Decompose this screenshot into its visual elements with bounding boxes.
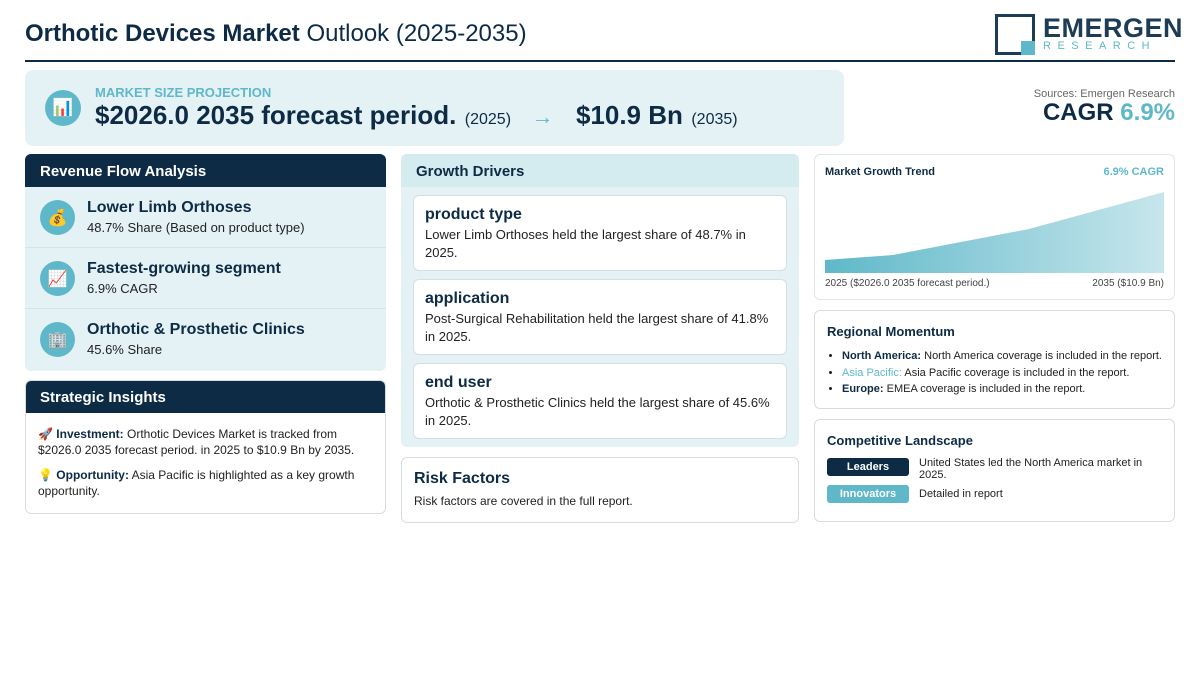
region-text: Asia Pacific coverage is included in the… [904, 366, 1130, 379]
revenue-item: 🏢 Orthotic & Prosthetic Clinics 45.6% Sh… [25, 309, 386, 370]
end-year: (2035) [691, 111, 738, 128]
competitive-text: Detailed in report [919, 488, 1003, 500]
region-name: Asia Pacific: [842, 366, 902, 379]
driver-text: Post-Surgical Rehabilitation held the la… [425, 311, 769, 344]
revenue-item-subtitle: 45.6% Share [87, 342, 163, 357]
driver-text: Orthotic & Prosthetic Clinics held the l… [425, 395, 770, 428]
revenue-flow-panel: Revenue Flow Analysis 💰 Lower Limb Ortho… [25, 154, 386, 371]
driver-card: product type Lower Limb Orthoses held th… [413, 195, 787, 271]
competitive-text: United States led the North America mark… [919, 457, 1143, 481]
emergen-logo[interactable]: EMERGEN RESEARCH [995, 13, 1183, 56]
cagr-summary: CAGR 6.9% [1043, 99, 1175, 127]
list-item: North America: North America coverage is… [842, 348, 1162, 365]
driver-title: product type [425, 206, 522, 223]
driver-card: application Post-Surgical Rehabilitation… [413, 279, 787, 355]
rocket-icon: 🚀 [38, 427, 53, 441]
cagr-label: CAGR [1042, 99, 1114, 126]
list-item: Asia Pacific: Asia Pacific coverage is i… [842, 365, 1162, 382]
driver-title: end user [425, 374, 492, 391]
start-value: $2026.0 2035 forecast period. [95, 100, 457, 130]
title-light: Outlook (2025-2035) [306, 20, 527, 47]
opportunity-label: Opportunity: [56, 468, 129, 482]
driver-text: Lower Limb Orthoses held the largest sha… [425, 227, 746, 260]
money-bag-icon: 💰 [40, 200, 75, 235]
strategic-insights-panel: Strategic Insights 🚀 Investment: Orthoti… [25, 380, 386, 514]
logo-word: EMERGEN [1043, 13, 1184, 43]
investment-label: Investment: [56, 427, 124, 441]
risk-title: Risk Factors [414, 470, 511, 487]
projection-values: $2026.0 2035 forecast period. (2025) → $… [95, 100, 738, 131]
chart-up-icon: 📈 [40, 261, 75, 296]
growth-trend-panel: Market Growth Trend 6.9% CAGR 2025 ($202… [814, 154, 1175, 300]
projection-label: MARKET SIZE PROJECTION [95, 85, 272, 100]
growth-area [825, 192, 1164, 273]
driver-card: end user Orthotic & Prosthetic Clinics h… [413, 363, 787, 439]
lightbulb-icon: 💡 [38, 468, 53, 482]
start-year: (2025) [464, 111, 512, 128]
trend-cagr: 6.9% CAGR [1103, 166, 1164, 178]
regional-title: Regional Momentum [827, 324, 955, 339]
revenue-item-title: Orthotic & Prosthetic Clinics [87, 321, 305, 338]
region-text: North America coverage is included in th… [924, 350, 1162, 362]
region-name: Europe: [842, 383, 884, 395]
trend-start-label: 2025 ($2026.0 2035 forecast period.) [825, 278, 990, 289]
building-icon: 🏢 [40, 322, 75, 357]
regional-momentum-panel: Regional Momentum North America: North A… [814, 310, 1175, 409]
revenue-item-title: Lower Limb Orthoses [87, 199, 252, 216]
region-text: EMEA coverage is included in the report. [886, 383, 1086, 395]
trend-end-label: 2035 ($10.9 Bn) [1092, 278, 1164, 289]
revenue-item: 📈 Fastest-growing segment 6.9% CAGR [25, 248, 386, 309]
growth-area-chart [825, 192, 1164, 273]
competitive-title: Competitive Landscape [827, 433, 973, 448]
page-title: Orthotic Devices Market Outlook (2025-20… [25, 20, 527, 48]
revenue-item-title: Fastest-growing segment [87, 260, 281, 277]
revenue-item-subtitle: 6.9% CAGR [87, 281, 158, 296]
leaders-badge: Leaders [827, 458, 909, 476]
list-item: Europe: EMEA coverage is included in the… [842, 381, 1162, 398]
sources-note: Sources: Emergen Research [1033, 88, 1175, 100]
risk-factors-panel: Risk Factors Risk factors are covered in… [401, 457, 799, 523]
region-name: North America: [842, 350, 922, 362]
logo-mark-icon [995, 14, 1035, 55]
revenue-item-subtitle: 48.7% Share (Based on product type) [87, 220, 305, 235]
title-bold: Orthotic Devices Market [25, 20, 300, 47]
strategic-insights-title: Strategic Insights [26, 381, 385, 413]
risk-text: Risk factors are covered in the full rep… [414, 494, 633, 508]
investment-text: Orthotic Devices Market is tracked from … [38, 427, 355, 457]
investment-insight: 🚀 Investment: Orthotic Devices Market is… [26, 426, 385, 458]
growth-drivers-title: Growth Drivers [401, 154, 799, 187]
revenue-item: 💰 Lower Limb Orthoses 48.7% Share (Based… [25, 187, 386, 248]
innovators-badge: Innovators [827, 485, 909, 503]
projection-banner: 📊 MARKET SIZE PROJECTION $2026.0 2035 fo… [25, 70, 844, 146]
logo-sub: RESEARCH [1043, 40, 1157, 52]
header-divider [25, 60, 1175, 62]
revenue-flow-title: Revenue Flow Analysis [25, 154, 386, 187]
arrow-right-icon: → [531, 104, 554, 129]
driver-title: application [425, 290, 510, 307]
end-value: $10.9 Bn [575, 100, 683, 130]
bar-chart-icon: 📊 [45, 90, 81, 126]
growth-drivers-panel: Growth Drivers product type Lower Limb O… [401, 154, 799, 447]
opportunity-text: Asia Pacific is highlighted as a key gro… [38, 468, 355, 498]
regional-list: North America: North America coverage is… [842, 348, 1162, 398]
competitive-landscape-panel: Competitive Landscape Leaders United Sta… [814, 419, 1175, 522]
trend-title: Market Growth Trend [825, 166, 936, 178]
cagr-value: 6.9% [1120, 99, 1175, 126]
opportunity-insight: 💡 Opportunity: Asia Pacific is highlight… [26, 467, 385, 499]
